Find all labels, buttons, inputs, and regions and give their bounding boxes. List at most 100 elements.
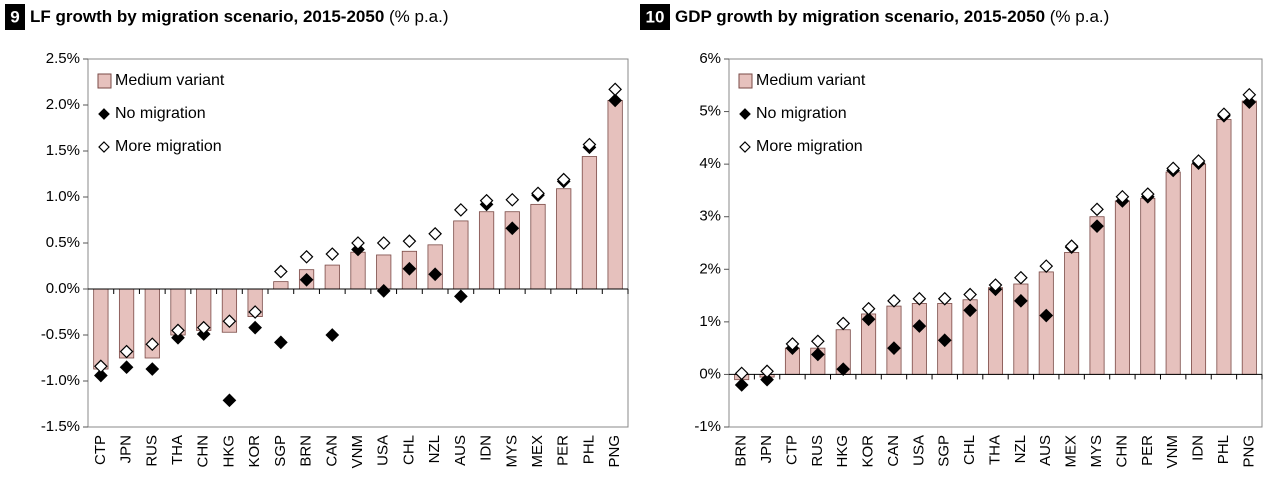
x-tick-label: USA — [375, 435, 392, 466]
y-tick-label: 5% — [699, 103, 721, 120]
diamond-marker — [1039, 308, 1054, 323]
legend-label: More migration — [115, 138, 222, 155]
diamond-marker — [1140, 187, 1155, 201]
x-tick-label: IDN — [1190, 435, 1207, 461]
y-tick-label: -1.5% — [41, 418, 80, 435]
diamond-marker — [836, 362, 851, 377]
x-tick-label: JPN — [118, 435, 135, 463]
x-tick-label: BRN — [298, 435, 315, 467]
x-tick-label: SGP — [272, 435, 289, 467]
bar — [1165, 171, 1181, 375]
bar — [530, 203, 546, 290]
diamond-marker — [94, 368, 108, 383]
diamond-marker — [1014, 293, 1028, 308]
x-tick-label: VNM — [1164, 435, 1181, 468]
diamond-marker — [760, 364, 774, 379]
x-tick-label: RUS — [143, 435, 160, 467]
diamond-marker — [428, 267, 442, 282]
diamond-marker — [963, 303, 977, 318]
x-tick-label: MYS — [1088, 435, 1105, 468]
x-tick-label: KOR — [246, 435, 263, 468]
diamond-marker — [810, 347, 825, 362]
diamond-marker — [1242, 95, 1257, 109]
diamond-marker — [988, 278, 1003, 292]
x-tick-label: CHN — [195, 435, 212, 468]
x-tick-label: PNG — [1240, 435, 1257, 468]
x-tick-label: CTP — [92, 435, 109, 465]
title-number: 9 — [10, 7, 19, 26]
diamond-marker — [1242, 87, 1257, 102]
diamond-marker — [1090, 202, 1104, 217]
diamond-marker — [402, 261, 417, 276]
diamond-marker — [248, 320, 262, 335]
x-tick-label: PHL — [580, 435, 597, 464]
chart-title: LF growth by migration scenario, 2015-20… — [30, 7, 449, 26]
legend-swatch — [739, 108, 751, 120]
x-tick-label: CAN — [885, 435, 902, 467]
legend-label: Medium variant — [756, 72, 866, 89]
title-main: LF growth by migration scenario, 2015-20… — [30, 7, 384, 26]
y-tick-label: 4% — [699, 155, 721, 172]
legend-swatch — [98, 108, 110, 120]
bar — [1140, 197, 1156, 375]
y-tick-label: 2.5% — [46, 50, 80, 67]
diamond-marker — [145, 337, 160, 352]
x-tick-label: CHL — [961, 435, 978, 465]
bar — [324, 264, 340, 290]
diamond-marker — [810, 334, 825, 349]
diamond-marker — [912, 291, 927, 306]
x-tick-label: IDN — [478, 435, 495, 461]
chart: 9 LF growth by migration scenario, 2015-2… — [5, 4, 629, 468]
bar — [376, 254, 392, 290]
diamond-marker — [1090, 219, 1104, 234]
y-tick-label: 1.0% — [46, 188, 80, 205]
diamond-marker — [299, 249, 314, 264]
diamond-marker — [1039, 259, 1054, 273]
y-tick-label: -0.5% — [41, 326, 80, 343]
legend-label: No migration — [756, 105, 847, 122]
x-tick-label: CHL — [400, 435, 417, 465]
chart-title: GDP growth by migration scenario, 2015-2… — [675, 7, 1109, 26]
bar — [607, 100, 623, 290]
x-tick-label: HKG — [834, 435, 851, 468]
diamond-marker — [402, 234, 417, 249]
diamond-marker — [454, 203, 468, 217]
x-tick-label: CAN — [323, 435, 340, 467]
diamond-marker — [196, 320, 211, 335]
diamond-marker — [1014, 270, 1028, 285]
bar — [987, 287, 1004, 375]
legend-label: More migration — [756, 138, 863, 155]
bar — [581, 156, 598, 290]
diamond-marker — [734, 366, 749, 381]
y-tick-label: -1% — [694, 418, 721, 435]
bar — [1191, 163, 1207, 375]
legend-swatch — [738, 73, 753, 89]
y-tick-label: 0.5% — [46, 234, 80, 251]
diamond-marker — [1166, 161, 1181, 176]
bar — [453, 220, 469, 290]
x-tick-label: HKG — [220, 435, 237, 468]
legend-swatch — [98, 141, 110, 153]
diamond-marker — [119, 344, 134, 359]
y-tick-label: 2.0% — [46, 96, 80, 113]
bar — [1089, 216, 1105, 375]
diamond-marker — [145, 362, 160, 376]
diamond-marker — [1064, 239, 1079, 254]
bar — [911, 303, 927, 375]
diamond-marker — [299, 272, 314, 287]
diamond-marker — [861, 301, 876, 316]
x-tick-label: MEX — [529, 435, 546, 468]
x-tick-label: AUS — [1037, 435, 1054, 466]
legend-swatch — [739, 141, 751, 153]
x-tick-label: CTP — [783, 435, 800, 465]
bar — [556, 188, 572, 290]
y-tick-label: 1.5% — [46, 142, 80, 159]
diamond-marker — [1191, 154, 1206, 168]
x-tick-label: AUS — [452, 435, 469, 466]
bar — [273, 281, 289, 290]
bar — [427, 244, 443, 290]
x-tick-label: PER — [555, 435, 572, 466]
diamond-marker — [274, 335, 288, 350]
diamond-marker — [376, 283, 391, 298]
